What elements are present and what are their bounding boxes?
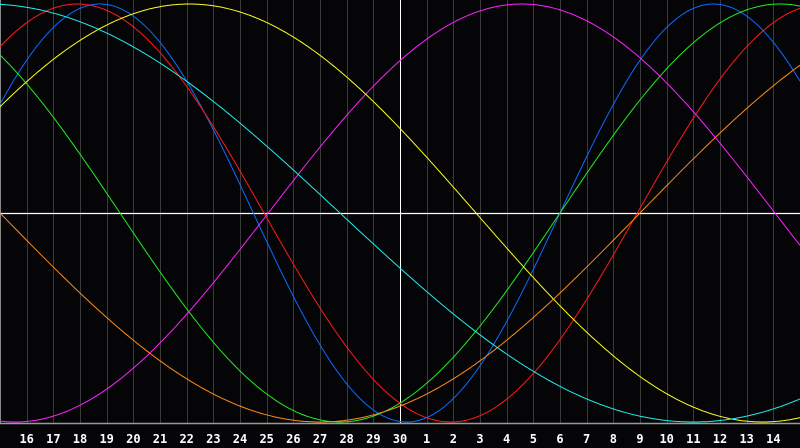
x-tick-label: 13 (739, 432, 753, 446)
x-tick-label: 14 (766, 432, 780, 446)
x-tick-label: 10 (659, 432, 673, 446)
series-curve-48 (0, 64, 800, 423)
x-tick-label: 1 (423, 432, 430, 446)
x-tick-label: 23 (206, 432, 220, 446)
x-tick-label: 19 (99, 432, 113, 446)
x-tick-label: 18 (73, 432, 87, 446)
x-tick-label: 27 (313, 432, 327, 446)
x-tick-label: 22 (179, 432, 193, 446)
x-tick-label: 9 (636, 432, 643, 446)
series-curve-23 (0, 3, 800, 423)
x-tick-label: 24 (233, 432, 247, 446)
series-curve-53 (0, 3, 800, 423)
series-curve-43 (0, 3, 800, 423)
x-tick-label: 8 (610, 432, 617, 446)
x-tick-label: 26 (286, 432, 300, 446)
x-tick-label: 7 (583, 432, 590, 446)
x-tick-label: 16 (19, 432, 33, 446)
x-tick-label: 4 (503, 432, 510, 446)
x-tick-label: 21 (153, 432, 167, 446)
series-curve-38 (0, 3, 800, 423)
x-tick-label: 5 (530, 432, 537, 446)
x-tick-label: 12 (713, 432, 727, 446)
x-tick-label: 20 (126, 432, 140, 446)
x-tick-label: 30 (393, 432, 407, 446)
x-tick-label: 3 (476, 432, 483, 446)
x-tick-label: 25 (259, 432, 273, 446)
x-tick-label: 29 (366, 432, 380, 446)
series-curve-33 (0, 3, 800, 423)
x-tick-label: 17 (46, 432, 60, 446)
x-tick-label: 2 (450, 432, 457, 446)
x-tick-label: 11 (686, 432, 700, 446)
x-tick-label: 6 (556, 432, 563, 446)
x-tick-label: 28 (339, 432, 353, 446)
